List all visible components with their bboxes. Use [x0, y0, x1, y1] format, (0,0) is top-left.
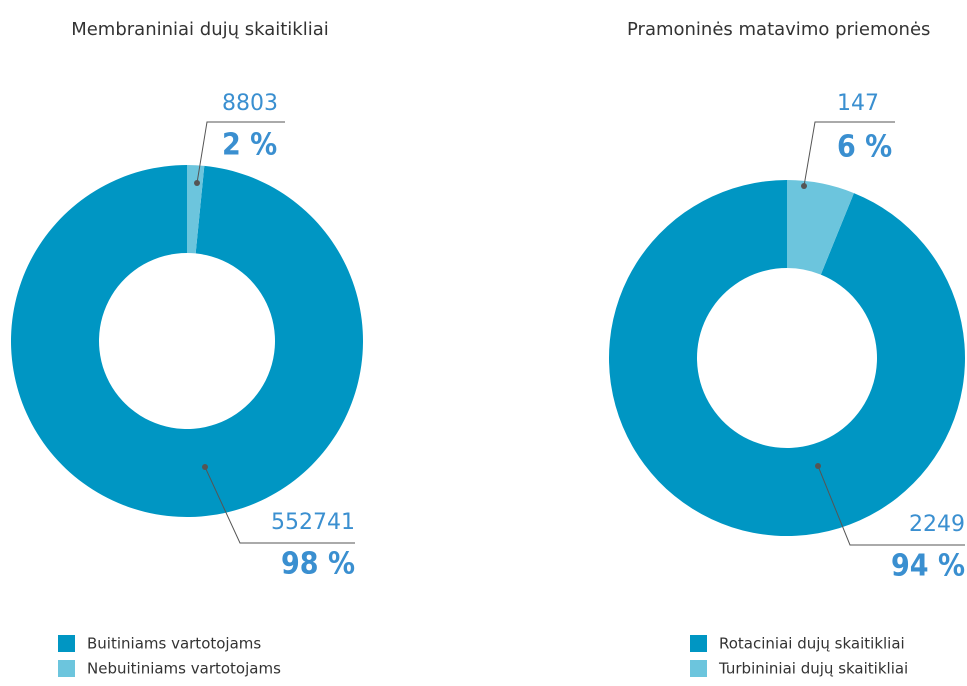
percent-label: 94 %	[891, 549, 965, 584]
donut-slice	[608, 179, 965, 536]
percent-label: 98 %	[281, 547, 355, 582]
callout-line	[817, 465, 965, 546]
callout-dot	[202, 464, 208, 470]
value-label: 147	[837, 91, 879, 116]
legend-label: Rotaciniai dujų skaitikliai	[719, 635, 905, 653]
callout-dot	[194, 180, 200, 186]
callout-line	[196, 121, 285, 184]
value-label: 552741	[271, 510, 355, 535]
percent-label: 6 %	[837, 130, 892, 165]
callout-dot	[801, 183, 807, 189]
legend-label: Turbininiai dujų skaitikliai	[718, 660, 908, 678]
donut-slice	[187, 165, 205, 254]
donut-slice	[787, 179, 854, 275]
legend-swatch	[58, 635, 75, 652]
percent-label: 2 %	[222, 128, 277, 163]
chart-title: Pramoninės matavimo priemonės	[627, 19, 930, 40]
value-label: 2249	[909, 512, 965, 537]
callout-dot	[815, 463, 821, 469]
legend-swatch	[690, 660, 707, 677]
legend-label: Buitiniams vartotojams	[87, 635, 261, 653]
legend-label: Nebuitiniams vartotojams	[87, 660, 281, 678]
callout-line	[803, 121, 895, 187]
legend-swatch	[58, 660, 75, 677]
legend-swatch	[690, 635, 707, 652]
chart-title: Membraniniai dujų skaitikliai	[71, 19, 329, 40]
value-label: 8803	[222, 91, 278, 116]
callout-line	[204, 466, 355, 544]
donut-slice	[10, 165, 363, 517]
